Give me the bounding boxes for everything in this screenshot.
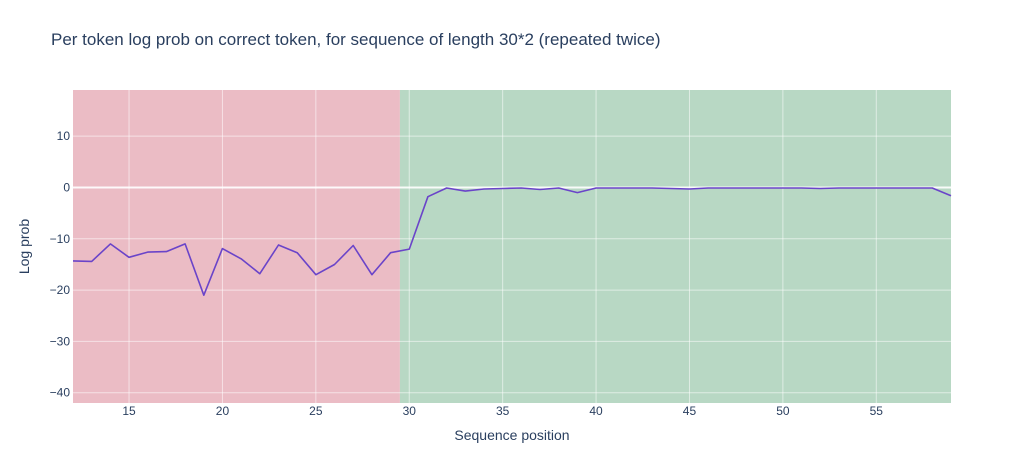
region-1	[73, 90, 400, 403]
x-tick-label: 55	[870, 404, 884, 418]
x-tick-label: 50	[776, 404, 790, 418]
y-tick-label: −40	[50, 386, 71, 400]
x-tick-labels: 15 20 25 30 35 40 45 50 55	[122, 404, 883, 418]
chart-title: Per token log prob on correct token, for…	[51, 30, 661, 49]
grid-lines	[73, 90, 951, 403]
y-tick-labels: 10 0 −10 −20 −30 −40	[50, 129, 71, 400]
background-regions	[73, 90, 951, 403]
x-tick-label: 35	[496, 404, 510, 418]
region-2	[399, 90, 951, 403]
x-tick-label: 40	[589, 404, 603, 418]
y-tick-label: 0	[63, 180, 70, 194]
x-axis-title: Sequence position	[454, 427, 569, 443]
series-layer	[72, 187, 952, 297]
x-tick-label: 15	[122, 404, 136, 418]
x-tick-label: 45	[683, 404, 697, 418]
series-line-1	[72, 187, 952, 297]
y-axis-title: Log prob	[16, 219, 32, 274]
y-tick-label: −10	[50, 232, 71, 246]
x-tick-label: 20	[216, 404, 230, 418]
x-tick-label: 30	[403, 404, 417, 418]
x-tick-label: 25	[309, 404, 323, 418]
y-tick-label: 10	[57, 129, 71, 143]
y-tick-label: −30	[50, 334, 71, 348]
y-tick-label: −20	[50, 283, 71, 297]
